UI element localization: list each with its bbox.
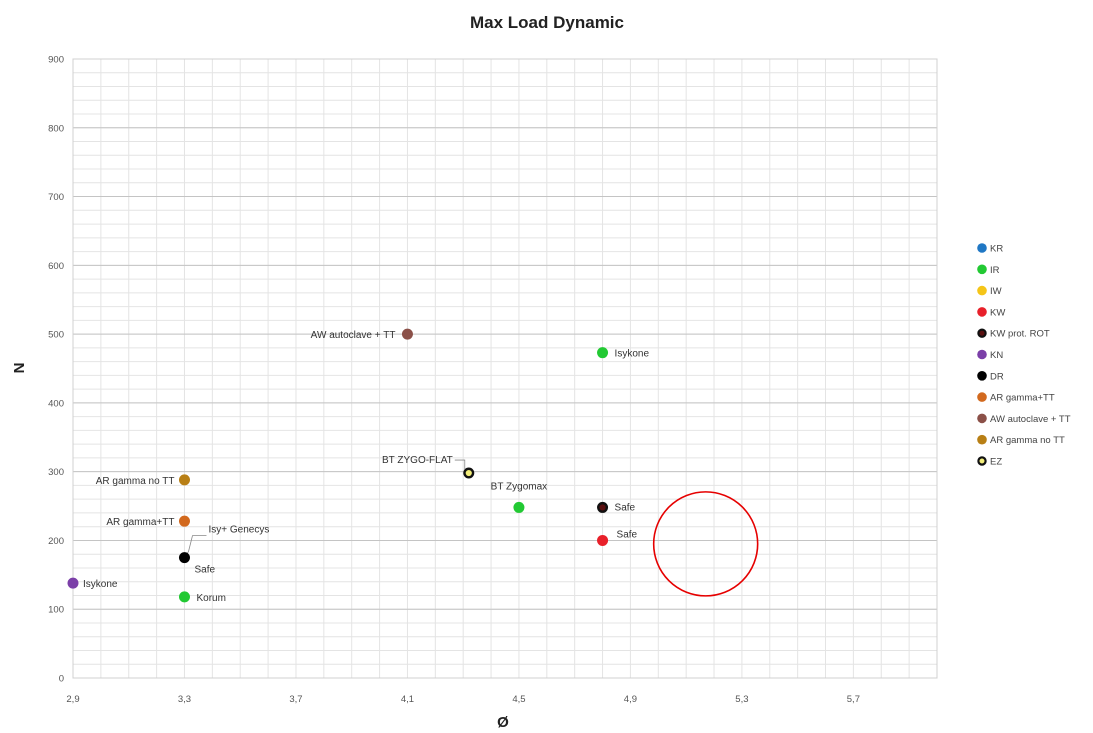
legend-marker [977, 413, 987, 424]
x-tick-label: 3,7 [289, 694, 302, 705]
data-point [67, 577, 79, 589]
annotation-layer [652, 491, 759, 597]
legend-marker [977, 371, 987, 381]
x-tick-label: 3,3 [178, 694, 191, 705]
legend-marker [977, 285, 987, 296]
y-tick-label: 900 [48, 55, 64, 66]
point-labels: Isykone BT Zygomax Korum Safe Safe Isykone Saf… [83, 330, 649, 604]
legend-label: AR gamma no TT [990, 435, 1065, 446]
legend-marker [977, 307, 987, 317]
legend-label: KW prot. ROT [990, 329, 1050, 340]
point-label: BT ZYGO-FLAT [382, 455, 453, 466]
data-point [178, 474, 190, 486]
x-tick-label: 5,7 [847, 694, 860, 705]
point-label: Safe [617, 529, 638, 540]
y-tick-label: 200 [48, 536, 64, 547]
legend-marker [977, 392, 987, 402]
legend-label: IW [990, 286, 1002, 297]
x-tick-label: 2,9 [66, 694, 79, 705]
data-point [597, 534, 609, 546]
legend-label: AW autoclave + TT [990, 414, 1071, 425]
y-tick-label: 400 [48, 398, 64, 409]
grid-lines [72, 58, 938, 679]
point-label: Isykone [83, 579, 118, 590]
legend-marker [977, 264, 987, 275]
chart-title: Max Load Dynamic [470, 13, 624, 32]
y-tick-label: 800 [48, 123, 64, 134]
data-points [67, 328, 609, 603]
x-axis-ticks: 2,9 3,3 3,7 4,1 4,5 4,9 5,3 5,7 [66, 694, 860, 705]
x-tick-label: 4,9 [624, 694, 637, 705]
legend: KR IR IW KW KW prot. ROT KN DR AR gamma+TT AW au… [977, 243, 1071, 468]
legend-label: IR [990, 265, 1000, 276]
legend-label: AR gamma+TT [990, 393, 1055, 404]
legend-label: DR [990, 371, 1004, 382]
y-axis-ticks: 0 100 200 300 400 500 600 700 800 900 [48, 55, 64, 685]
legend-marker [977, 434, 987, 445]
point-label: BT Zygomax [491, 481, 548, 492]
data-point [178, 591, 190, 603]
data-point [597, 347, 609, 359]
data-point [178, 552, 190, 564]
x-tick-label: 5,3 [735, 694, 748, 705]
legend-marker [977, 349, 987, 360]
y-tick-label: 600 [48, 261, 64, 272]
data-point [513, 501, 525, 513]
legend-marker [977, 456, 987, 466]
data-point [178, 515, 190, 527]
x-tick-label: 4,5 [512, 694, 525, 705]
x-tick-label: 4,1 [401, 694, 414, 705]
y-axis-title: N [11, 363, 28, 374]
legend-label: KN [990, 350, 1003, 361]
annotation-circle [652, 491, 759, 597]
x-axis-title: Ø [497, 714, 509, 731]
legend-label: KR [990, 244, 1003, 255]
point-label: Isy+ Genecys [208, 525, 269, 536]
legend-marker [977, 328, 987, 338]
point-label: Korum [196, 593, 225, 604]
y-tick-label: 500 [48, 330, 64, 341]
y-tick-label: 700 [48, 192, 64, 203]
data-point [463, 467, 475, 479]
data-point [597, 501, 609, 513]
point-label: AW autoclave + TT [311, 330, 396, 341]
legend-label: EZ [990, 457, 1002, 468]
point-label: Isykone [615, 349, 650, 360]
point-label: AR gamma+TT [106, 517, 174, 528]
y-tick-label: 300 [48, 467, 64, 478]
data-point [401, 328, 413, 340]
y-tick-label: 100 [48, 605, 64, 616]
plot-frame [72, 58, 938, 679]
legend-marker [977, 243, 987, 253]
point-label: Safe [615, 502, 636, 513]
point-label: AR gamma no TT [96, 476, 175, 487]
legend-label: KW [990, 307, 1005, 318]
y-tick-label: 0 [59, 674, 64, 685]
point-label: Safe [194, 565, 215, 576]
